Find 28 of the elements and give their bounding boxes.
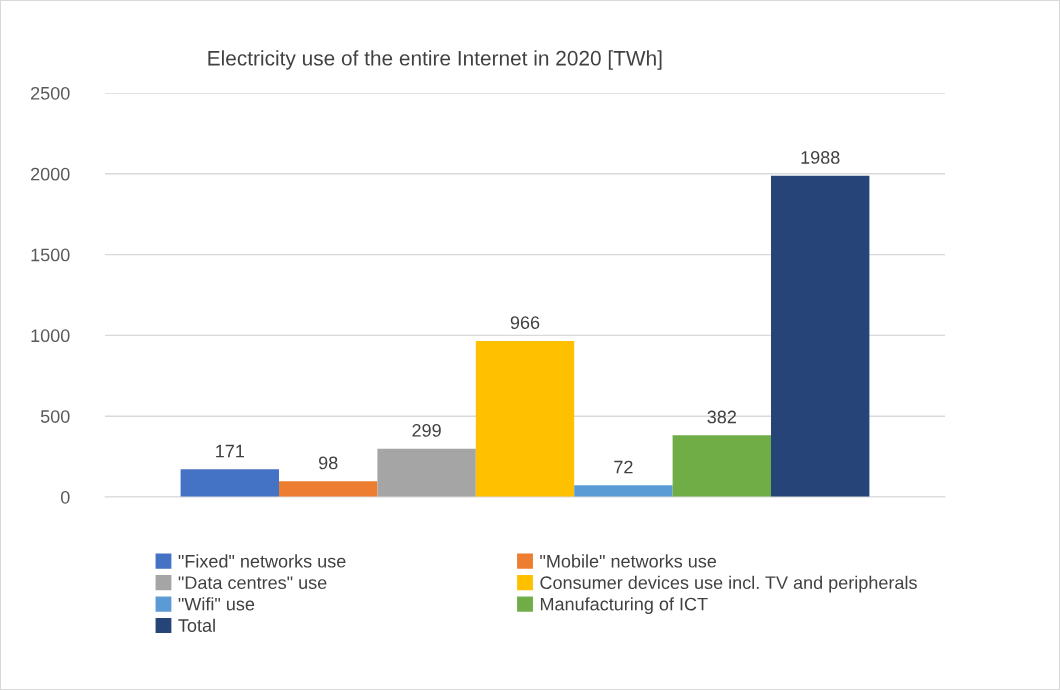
y-tick-label: 500 xyxy=(40,410,70,423)
legend-label: "Fixed" networks use xyxy=(178,554,346,568)
data-label: 98 xyxy=(319,456,338,470)
data-label: 72 xyxy=(614,460,633,474)
data-label: 299 xyxy=(412,423,441,437)
bar xyxy=(180,469,279,497)
data-label: 171 xyxy=(216,444,244,458)
legend-label: Manufacturing of ICT xyxy=(540,597,708,615)
legend-label: "Mobile" networks use xyxy=(540,554,717,568)
chart-title: Electricity use of the entire Internet in 2020 [TWh] xyxy=(208,50,662,70)
bar xyxy=(771,175,870,497)
legend-label: "Wifi" use xyxy=(178,597,255,611)
y-tick-label: 0 xyxy=(60,490,70,504)
data-label: 382 xyxy=(707,410,736,424)
y-tick-label: 1500 xyxy=(31,248,70,262)
legend-label: Consumer devices use incl. TV and peripherals xyxy=(540,575,917,593)
y-tick-label: 2500 xyxy=(31,86,70,100)
bar xyxy=(475,340,575,497)
bar xyxy=(672,435,771,497)
data-label: 1988 xyxy=(801,151,840,164)
bar xyxy=(279,481,378,497)
legend-label: "Data centres" use xyxy=(178,576,327,590)
y-tick-label: 2000 xyxy=(31,167,70,181)
bar xyxy=(377,448,476,497)
bar xyxy=(574,485,673,497)
legend-label: Total xyxy=(178,618,215,632)
y-tick-label: 1000 xyxy=(31,329,70,343)
data-label: 966 xyxy=(510,316,540,329)
